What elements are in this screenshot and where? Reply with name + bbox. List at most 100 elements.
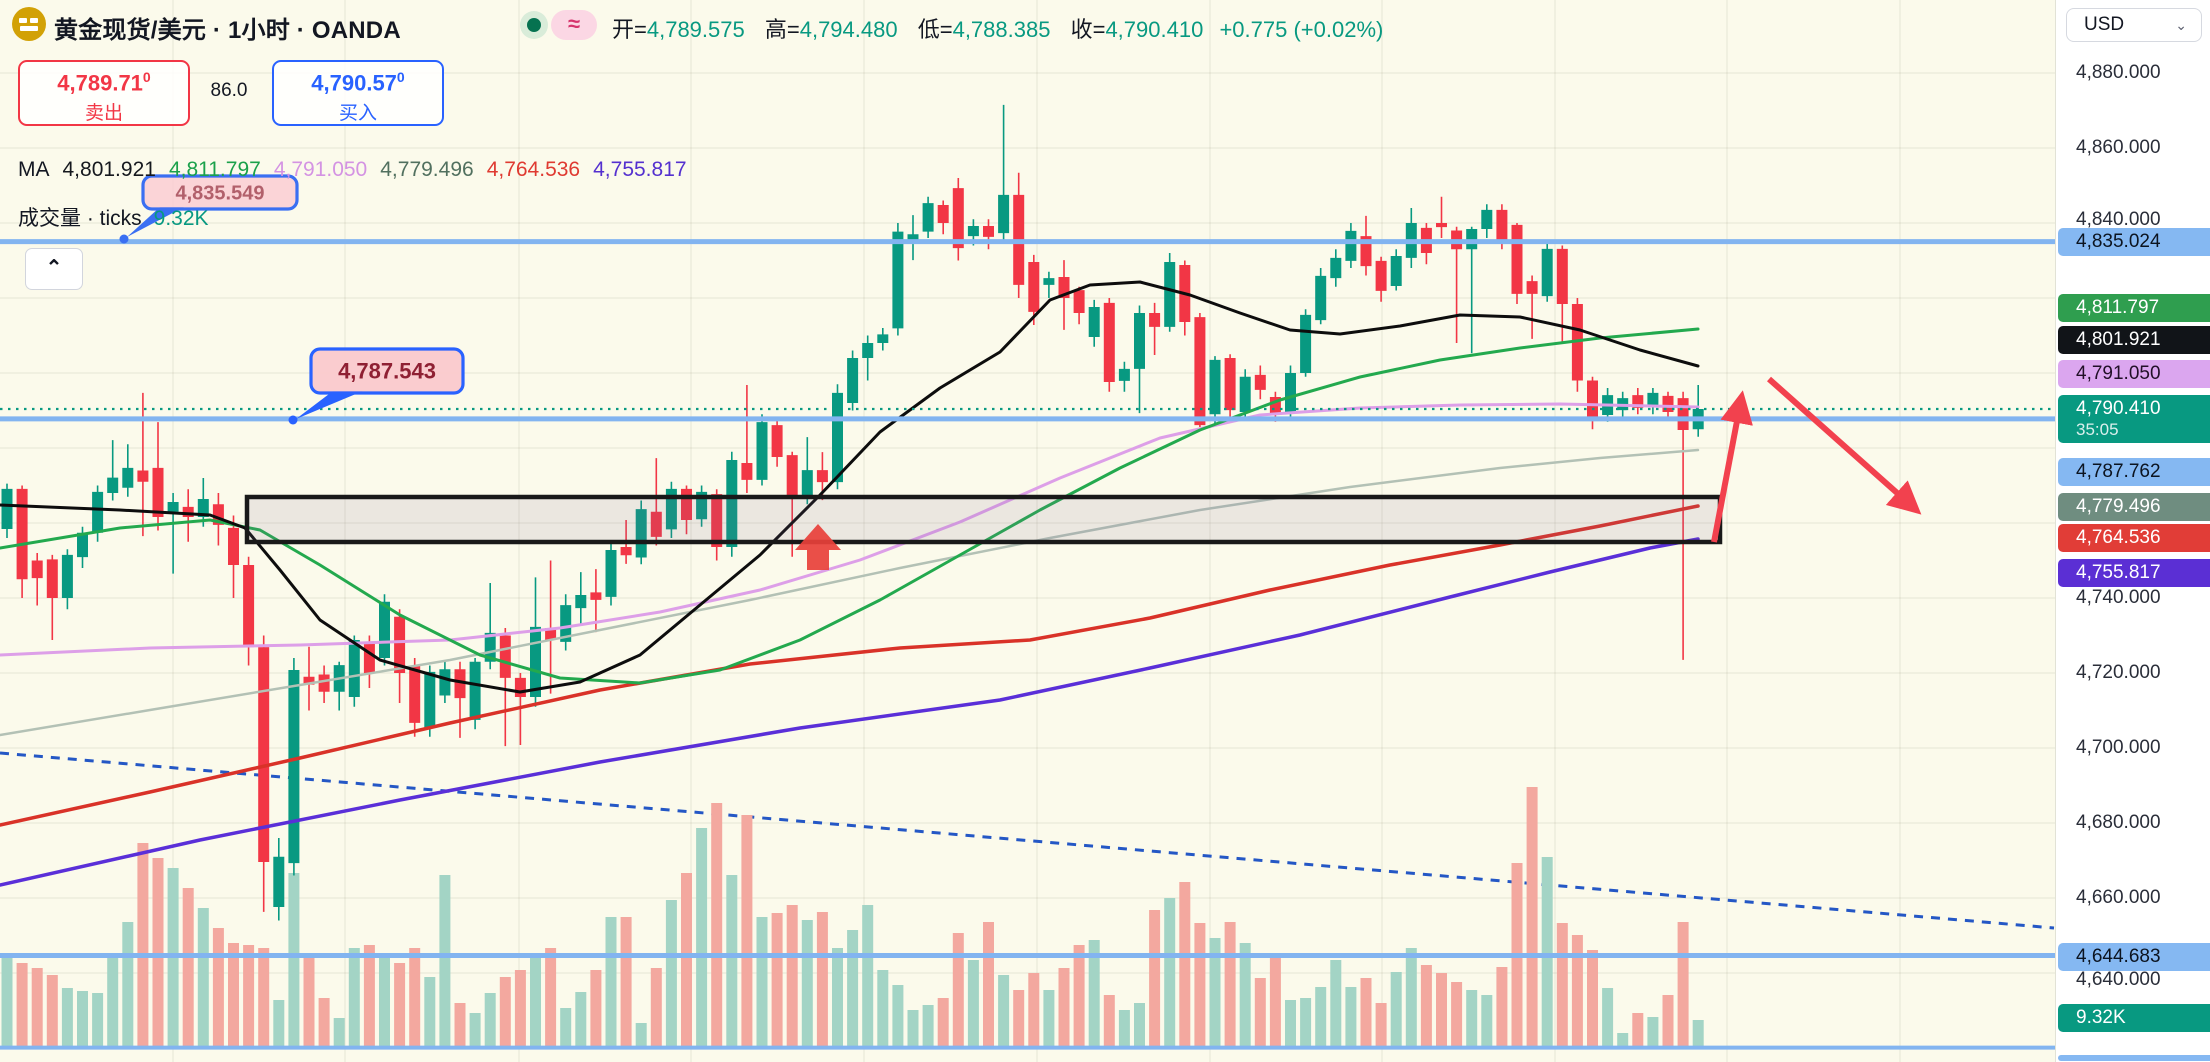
sell-button[interactable]: 4,789.710 卖出 xyxy=(18,60,190,126)
volume-bar xyxy=(122,922,134,1048)
candle-body xyxy=(1345,230,1357,261)
volume-bar xyxy=(786,905,798,1048)
callout-4787-bubble xyxy=(309,347,465,395)
volume-bar xyxy=(711,803,723,1048)
volume-bar xyxy=(228,943,239,1048)
candle-body xyxy=(801,470,813,498)
candle-body xyxy=(1164,262,1176,327)
volume-bar xyxy=(1209,938,1221,1048)
candle-body xyxy=(741,463,753,480)
candle-body xyxy=(107,477,119,493)
sell-price-sup: 0 xyxy=(142,69,151,85)
candle-body xyxy=(816,470,828,483)
volume-bar xyxy=(303,953,315,1048)
ma-legend-row[interactable]: MA 4,801.921 4,811.797 4,791.050 4,779.496 4,… xyxy=(18,158,687,182)
price-chart-canvas[interactable]: 4,835.549 4,787.543 xyxy=(0,0,2055,1062)
volume-bar xyxy=(862,905,874,1048)
volume-bar xyxy=(394,963,406,1048)
callout-4835-tail xyxy=(127,207,184,237)
collapse-panel-button[interactable]: ⌃ xyxy=(25,248,83,290)
currency-dropdown[interactable]: USD ⌄ xyxy=(2066,8,2202,42)
arrow-up-annotation[interactable] xyxy=(1711,390,1753,543)
open-value: 4,789.575 xyxy=(646,17,745,42)
axis-price-label: 4,680.000 xyxy=(2076,812,2161,833)
volume-bar xyxy=(635,1023,647,1048)
callout-4835-text: 4,835.549 xyxy=(176,183,265,205)
volume-bar xyxy=(1390,972,1402,1048)
volume-bar xyxy=(61,988,73,1048)
market-open-status-icon[interactable] xyxy=(520,11,548,39)
price-axis[interactable]: USD ⌄ 4,880.000 4,860.000 4,840.000 4,740.0… xyxy=(2055,0,2210,1062)
approx-data-status-icon[interactable]: ≈ xyxy=(551,10,597,40)
candle-body xyxy=(122,467,134,488)
volume-bar xyxy=(499,977,511,1048)
volume-bar xyxy=(1088,940,1100,1048)
volume-bar xyxy=(1043,990,1055,1048)
candle-body xyxy=(61,554,73,598)
volume-bar xyxy=(771,913,783,1048)
candle-body xyxy=(243,565,255,648)
ma-legend-value: 4,791.050 xyxy=(273,158,368,181)
volume-bar xyxy=(137,843,149,1048)
callout-4787[interactable]: 4,787.543 xyxy=(288,347,465,425)
up-block-arrow-drawing[interactable] xyxy=(795,524,841,570)
volume-histogram xyxy=(1,787,1704,1048)
callout-4835[interactable]: 4,835.549 xyxy=(119,174,299,244)
volume-bar xyxy=(1028,973,1040,1048)
volume-legend-row[interactable]: 成交量 · ticks 9.32K xyxy=(18,202,687,230)
buy-price-sup: 0 xyxy=(396,69,405,85)
volume-bar xyxy=(1496,967,1508,1048)
ma-legend-value: 4,811.797 xyxy=(168,158,261,181)
ma-legend-value: 4,779.496 xyxy=(380,158,474,181)
volume-bar xyxy=(514,970,526,1048)
candle-body xyxy=(1647,392,1659,406)
axis-price-label: 4,660.000 xyxy=(2076,887,2161,908)
spread-value: 86.0 xyxy=(210,80,248,101)
grid xyxy=(0,0,2055,1062)
close-value: 4,790.410 xyxy=(1105,17,1204,42)
candle-body xyxy=(1209,359,1221,415)
volume-label: 成交量 · ticks xyxy=(18,207,142,230)
descending-trendline-drawing[interactable] xyxy=(0,751,2055,930)
volume-bar xyxy=(1134,1003,1145,1048)
candle-body xyxy=(499,635,511,678)
current-price-chip: 4,790.410 35:05 xyxy=(2058,395,2210,443)
candle-body xyxy=(847,358,859,403)
buy-button[interactable]: 4,790.570 买入 xyxy=(272,60,444,126)
arrow-down-annotation[interactable] xyxy=(1767,376,1922,515)
candle-body xyxy=(560,605,572,642)
volume-bar xyxy=(197,908,209,1048)
candle-body xyxy=(1239,376,1251,412)
volume-bar xyxy=(907,1010,919,1048)
candle-body xyxy=(212,504,224,525)
volume-bar xyxy=(439,875,451,1048)
volume-bar xyxy=(1375,1003,1387,1048)
candle-body xyxy=(1587,380,1598,420)
candle-body xyxy=(1330,257,1342,279)
chart-background xyxy=(0,0,2055,1062)
volume-bar xyxy=(1118,1010,1130,1048)
candle-body xyxy=(1436,223,1447,228)
candle-body xyxy=(1315,275,1327,321)
volume-bar xyxy=(77,991,88,1048)
volume-bar xyxy=(620,917,632,1048)
volume-bar xyxy=(681,873,692,1048)
volume-bar xyxy=(212,928,224,1048)
volume-bar xyxy=(258,948,270,1048)
volume-bar xyxy=(1662,995,1674,1048)
candle-body xyxy=(1134,313,1145,369)
candle-body xyxy=(288,670,300,864)
volume-bar xyxy=(590,970,602,1048)
candle-body xyxy=(1677,398,1689,430)
ma-legend-value: 4,755.817 xyxy=(593,158,687,181)
support-zone-rectangle-drawing[interactable] xyxy=(244,494,1723,545)
volume-bar xyxy=(484,993,496,1048)
change-value: +0.775 (+0.02%) xyxy=(1219,17,1384,42)
symbol-title[interactable]: 黄金现货/美元 · 1小时 · OANDA xyxy=(54,17,401,44)
volume-bar xyxy=(1073,945,1085,1048)
volume-bar xyxy=(1345,987,1357,1048)
ma-red-line xyxy=(0,504,1700,827)
volume-bar xyxy=(1405,948,1417,1048)
volume-bar xyxy=(1360,978,1372,1048)
